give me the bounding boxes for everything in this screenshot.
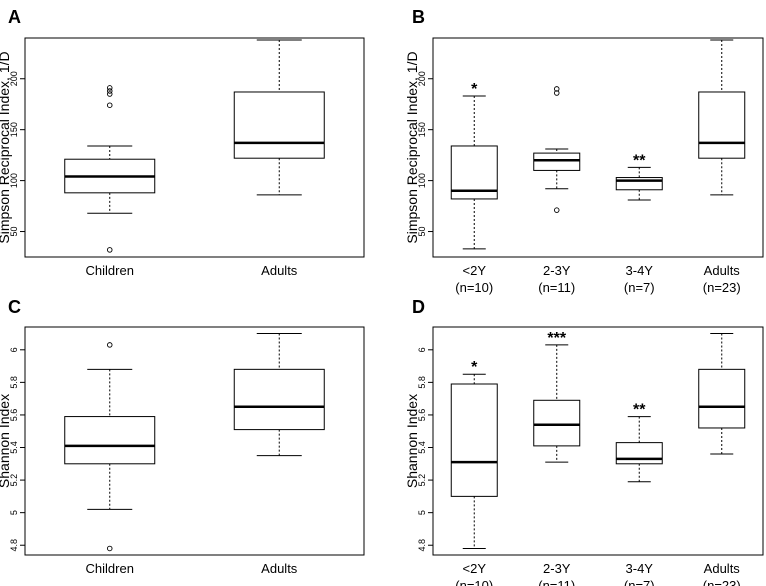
significance-marker: * [471, 81, 478, 98]
iqr-box [615, 442, 663, 465]
x-category-label: 3-4Y [626, 561, 654, 576]
x-category-sublabel: (n=7) [624, 280, 655, 295]
x-category-label: Adults [704, 263, 741, 278]
plot-frame [24, 326, 365, 556]
box-3-4y: ** [615, 152, 663, 201]
panel-label: B [412, 7, 425, 27]
outlier-point [106, 85, 113, 91]
y-tick-label: 6 [9, 347, 19, 352]
box-adults [698, 333, 746, 455]
iqr-box [233, 91, 325, 159]
box-adults [233, 39, 325, 196]
y-tick-label: 5.6 [417, 409, 427, 422]
y-tick-label: 6 [417, 347, 427, 352]
x-category-sublabel: (n=23) [703, 280, 741, 295]
x-category-label: 3-4Y [626, 263, 654, 278]
y-tick-label: 100 [9, 173, 19, 188]
panel-label: A [8, 7, 21, 27]
panel-label: C [8, 297, 21, 317]
outlier-point [554, 207, 560, 213]
significance-marker: ** [633, 402, 646, 419]
y-tick-label: 5.8 [417, 376, 427, 389]
y-axis-title: Simpson Reciprocal Index, 1/D [0, 51, 12, 243]
plot-frame [24, 37, 365, 258]
outlier-point [554, 86, 560, 92]
box-2y: * [450, 359, 498, 549]
iqr-box [533, 152, 581, 171]
x-category-sublabel: (n=10) [455, 280, 493, 295]
x-category-sublabel: (n=11) [538, 280, 575, 295]
y-tick-label: 5.8 [9, 376, 19, 389]
box-adults [233, 333, 325, 457]
panel-c: C 4.8 5 5.2 5.4 5.6 5.8 6 Shannon Index Children A… [0, 297, 365, 576]
y-tick-label: 150 [417, 122, 427, 137]
x-category-label: 2-3Y [543, 263, 571, 278]
x-category-label: Adults [261, 561, 298, 576]
x-category-label: 2-3Y [543, 561, 571, 576]
panel-d: D 4.8 5 5.2 5.4 5.6 5.8 6 Shannon Index * <2Y (n=10… [404, 297, 764, 586]
box-2-3y: *** [533, 330, 581, 463]
x-category-label: Children [86, 263, 134, 278]
box-children [64, 342, 156, 552]
box-adults [698, 39, 746, 196]
panel-label: D [412, 297, 425, 317]
outlier-point [554, 90, 560, 96]
y-axis-title: Shannon Index [0, 394, 12, 488]
y-axis-title: Simpson Reciprocal Index, 1/D [404, 51, 420, 243]
x-category-label: Adults [261, 263, 298, 278]
plot-frame [432, 37, 764, 258]
y-tick-label: 4.8 [417, 539, 427, 552]
y-tick-label: 200 [9, 71, 19, 86]
y-tick-label: 5.4 [9, 441, 19, 454]
iqr-box [450, 383, 498, 497]
y-tick-label: 50 [9, 227, 19, 237]
y-tick-label: 5 [417, 510, 427, 515]
x-category-label: <2Y [463, 263, 487, 278]
x-category-sublabel: (n=11) [538, 578, 575, 586]
y-tick-label: 5.6 [9, 409, 19, 422]
x-category-sublabel: (n=23) [703, 578, 741, 586]
significance-marker: *** [547, 330, 566, 347]
outlier-point [106, 545, 113, 552]
iqr-box [698, 368, 746, 429]
box-2-3y [533, 86, 581, 213]
iqr-box [698, 91, 746, 159]
iqr-box [233, 368, 325, 431]
outlier-point [106, 88, 113, 94]
iqr-box [533, 399, 581, 447]
significance-marker: * [471, 359, 478, 376]
x-category-label: Adults [704, 561, 741, 576]
y-tick-label: 150 [9, 122, 19, 137]
x-category-label: Children [86, 561, 134, 576]
x-category-sublabel: (n=10) [455, 578, 493, 586]
y-tick-label: 4.8 [9, 539, 19, 552]
x-category-sublabel: (n=7) [624, 578, 655, 586]
y-axis-title: Shannon Index [404, 394, 420, 488]
plot-frame [432, 326, 764, 556]
box-children [64, 85, 156, 253]
y-tick-label: 5.2 [9, 474, 19, 487]
y-tick-label: 5.4 [417, 441, 427, 454]
y-tick-label: 50 [417, 227, 427, 237]
y-tick-label: 200 [417, 71, 427, 86]
outlier-point [106, 91, 113, 97]
significance-marker: ** [633, 152, 646, 169]
outlier-point [106, 342, 113, 348]
box-3-4y: ** [615, 402, 663, 483]
box-2y: * [450, 81, 498, 250]
y-tick-label: 5.2 [417, 474, 427, 487]
x-category-label: <2Y [463, 561, 487, 576]
iqr-box [64, 416, 156, 465]
y-tick-label: 5 [9, 510, 19, 515]
outlier-point [106, 102, 113, 108]
y-tick-label: 100 [417, 173, 427, 188]
outlier-point [106, 247, 113, 253]
